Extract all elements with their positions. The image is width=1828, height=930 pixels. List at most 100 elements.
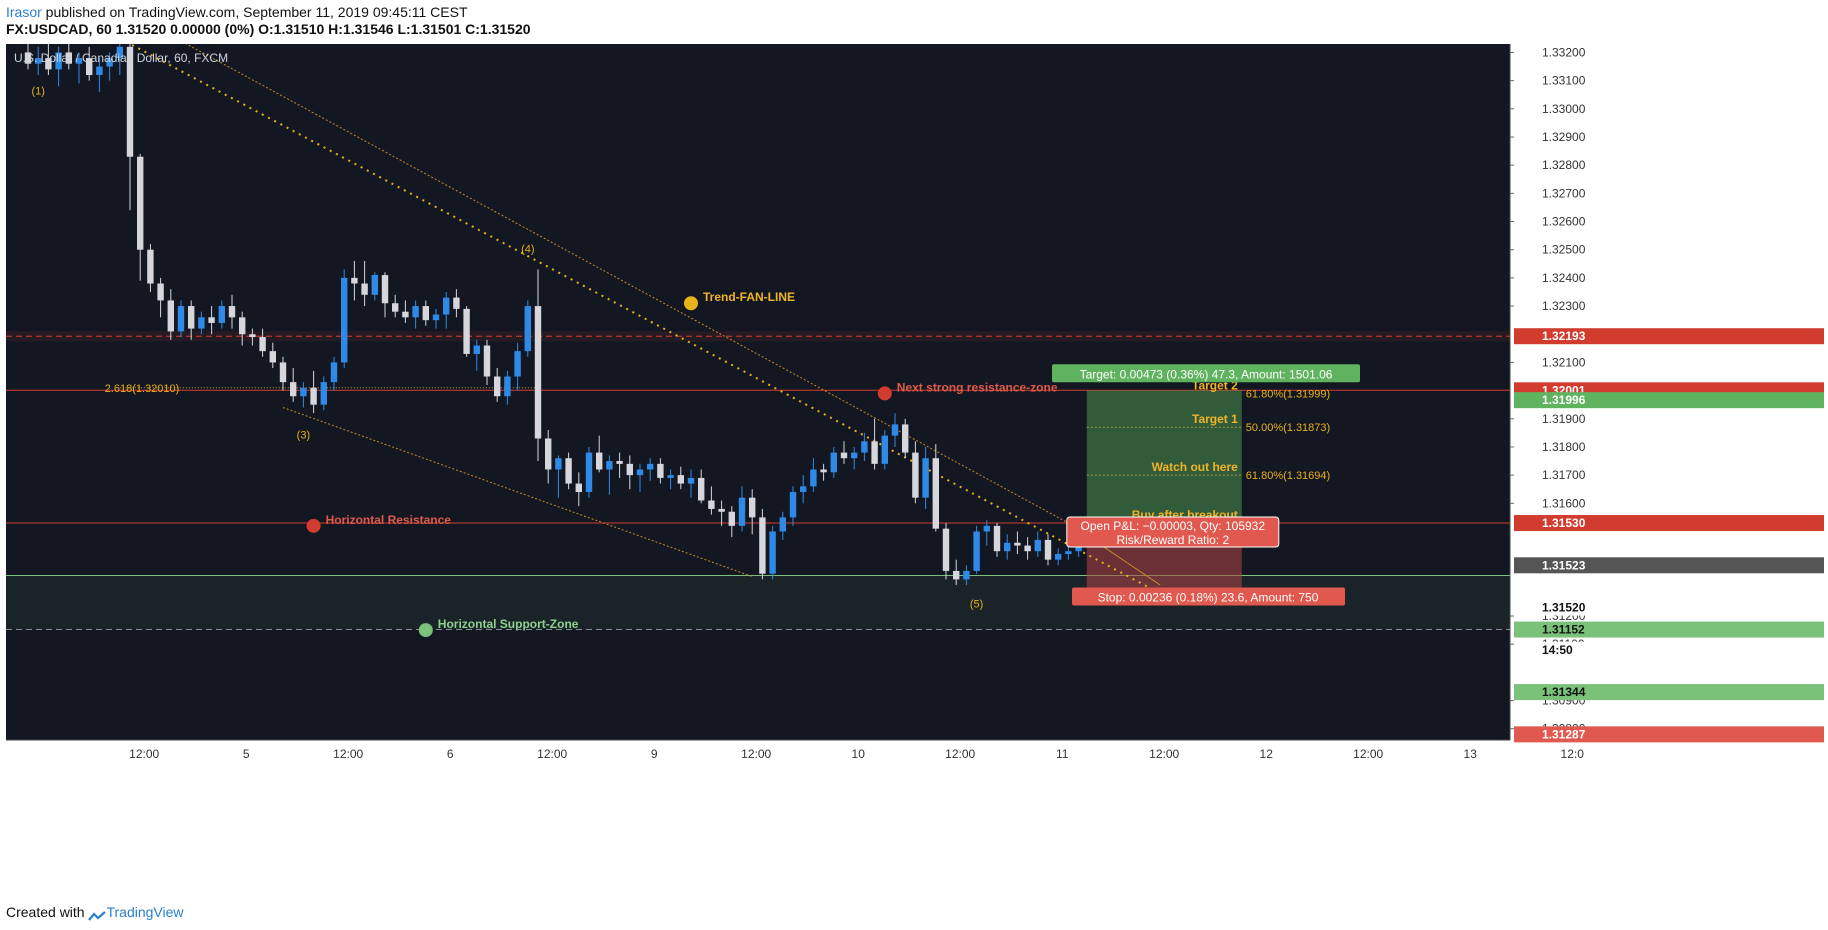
- price-label-bg: [1514, 328, 1824, 345]
- candle: [718, 500, 725, 526]
- candle: [657, 458, 664, 484]
- created-with-text: Created with: [6, 904, 85, 920]
- candle-body: [86, 58, 93, 75]
- candle: [300, 382, 307, 408]
- plot-background: [6, 44, 1510, 740]
- y-tick-label: 1.32600: [1542, 215, 1586, 229]
- candle: [1055, 548, 1062, 566]
- candle: [381, 272, 389, 318]
- candle: [402, 300, 409, 323]
- candle-body: [555, 458, 562, 470]
- y-tick-label: 1.32400: [1542, 271, 1586, 285]
- candle-body: [330, 362, 338, 383]
- candle-body: [718, 508, 725, 512]
- chart-area[interactable]: 1.33200 1.33100 1.33000 1.32900 1.32800 1.327…: [0, 29, 1828, 864]
- candle: [443, 291, 450, 329]
- target-zone-box: [1086, 390, 1242, 524]
- candle: [35, 46, 42, 75]
- candle-body: [494, 376, 501, 397]
- candle-body: [585, 452, 593, 493]
- candle: [432, 308, 440, 329]
- price-label: 1.31523: [1542, 558, 1586, 572]
- y-tick-label: 1.33100: [1542, 74, 1586, 88]
- candle-body: [361, 283, 368, 295]
- pnl-label-bg: [1066, 516, 1280, 548]
- candle-body: [198, 317, 205, 329]
- candle-body: [677, 475, 684, 484]
- candlestick-chart[interactable]: 1.33200 1.33100 1.33000 1.32900 1.32800 1.327…: [0, 29, 1828, 864]
- candle-body: [738, 497, 746, 526]
- candle: [585, 446, 593, 498]
- candle: [422, 300, 429, 326]
- candle-body: [830, 452, 837, 473]
- candle-body: [1004, 542, 1011, 552]
- candle-body: [953, 570, 960, 580]
- price-label: 14:50: [1542, 643, 1573, 657]
- candle: [963, 565, 970, 586]
- candle: [1065, 545, 1072, 560]
- candle-body: [800, 486, 807, 493]
- candle-body: [422, 306, 429, 321]
- y-tick-label: 1.31800: [1542, 440, 1586, 454]
- candle-body: [993, 525, 1001, 552]
- candle: [177, 300, 185, 338]
- candle-body: [687, 477, 695, 484]
- candle: [279, 356, 287, 391]
- candle-body: [891, 424, 899, 436]
- candle: [310, 370, 317, 414]
- candle-body: [820, 469, 827, 473]
- candle: [24, 38, 32, 70]
- candle: [320, 376, 327, 411]
- candle-body: [402, 311, 409, 318]
- candle-body: [188, 306, 195, 329]
- footer: Created with TradingView: [6, 904, 184, 922]
- candle-body: [657, 463, 664, 478]
- trend-fan-line: [119, 37, 1161, 595]
- candle-body: [269, 351, 276, 363]
- wave-label: (3): [297, 429, 310, 441]
- candle-body: [851, 452, 858, 459]
- candle-body: [902, 424, 909, 453]
- candle: [514, 342, 521, 391]
- candle: [871, 418, 878, 470]
- candle: [330, 356, 338, 391]
- candle-body: [24, 52, 32, 64]
- publish-line: Irasor published on TradingView.com, Sep…: [6, 4, 1816, 21]
- chart-header: Irasor published on TradingView.com, Sep…: [6, 4, 1816, 38]
- x-tick-label: 12:0: [1561, 747, 1585, 761]
- candle-body: [106, 58, 113, 67]
- wave-label: (1): [31, 86, 44, 98]
- x-tick-label: 10: [852, 747, 866, 761]
- candle: [800, 475, 807, 504]
- x-tick-label: 9: [651, 747, 658, 761]
- candle-body: [636, 469, 644, 476]
- published-text: published on TradingView.com, September …: [41, 4, 468, 20]
- y-tick-label: 1.32700: [1542, 186, 1586, 200]
- candle-body: [881, 435, 888, 464]
- candle-body: [310, 387, 317, 405]
- candle: [504, 370, 511, 405]
- candle-body: [351, 277, 358, 284]
- candle: [483, 339, 491, 385]
- candle: [75, 52, 83, 84]
- candle-body: [249, 334, 256, 338]
- target-fib-label: 50.00%(1.31873): [1246, 422, 1330, 434]
- candle-body: [218, 306, 225, 323]
- candle: [667, 469, 674, 490]
- candle-body: [208, 317, 215, 323]
- candle-body: [514, 351, 521, 377]
- fib-2618-label: 2.618(1.32010): [105, 383, 180, 395]
- candle-body: [473, 345, 480, 354]
- candle-body: [1055, 554, 1062, 560]
- y-tick-label: 1.32100: [1542, 355, 1586, 369]
- author-link[interactable]: Irasor: [6, 4, 42, 20]
- x-tick-label: 12:00: [741, 747, 771, 761]
- candle: [820, 463, 827, 481]
- tradingview-link[interactable]: TradingView: [106, 904, 184, 920]
- marker-label: Horizontal Support-Zone: [438, 617, 579, 631]
- candle: [371, 272, 378, 301]
- marker-dot: [306, 518, 321, 533]
- quote-line: FX:USDCAD, 60 1.31520 0.00000 (0%) O:1.3…: [6, 21, 1816, 38]
- candle: [993, 523, 1001, 557]
- candle: [932, 444, 939, 532]
